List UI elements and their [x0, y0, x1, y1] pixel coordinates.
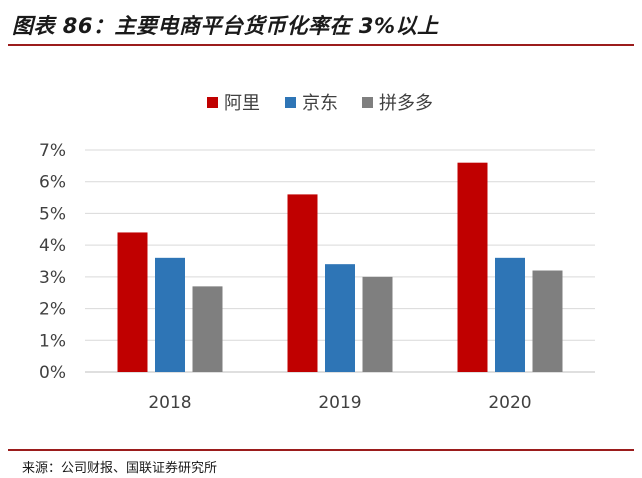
x-tick-label: 2018: [148, 393, 191, 413]
y-tick-label: 6%: [39, 173, 66, 193]
bar-2019-京东: [325, 264, 355, 372]
legend-swatch: [285, 97, 296, 108]
source-note: 来源：公司财报、国联证券研究所: [22, 461, 218, 476]
x-tick-label: 2020: [488, 393, 531, 413]
bar-2018-京东: [155, 257, 185, 372]
y-tick-label: 7%: [39, 141, 66, 161]
top-divider: [8, 44, 634, 46]
bottom-divider: [8, 449, 634, 451]
legend-label: 拼多多: [379, 93, 433, 114]
bar-2020-京东: [495, 257, 525, 372]
legend-swatch: [207, 97, 218, 108]
bar-2019-拼多多: [362, 276, 393, 372]
x-tick-label: 2019: [318, 393, 361, 413]
bar-2020-拼多多: [532, 270, 563, 372]
legend-label: 阿里: [224, 93, 260, 114]
y-tick-label: 1%: [39, 331, 66, 351]
bar-2018-拼多多: [192, 286, 223, 372]
bar-2018-阿里: [117, 232, 148, 372]
y-tick-label: 3%: [39, 268, 66, 288]
bar-2019-阿里: [287, 194, 318, 372]
y-tick-label: 0%: [39, 363, 66, 383]
legend-swatch: [362, 97, 373, 108]
y-tick-label: 4%: [39, 236, 66, 256]
legend-label: 京东: [302, 93, 338, 114]
chart-title: 图表 86：主要电商平台货币化率在 3%以上: [12, 14, 439, 38]
y-tick-label: 2%: [39, 300, 66, 320]
y-tick-label: 5%: [39, 204, 66, 224]
bar-2020-阿里: [457, 162, 488, 372]
